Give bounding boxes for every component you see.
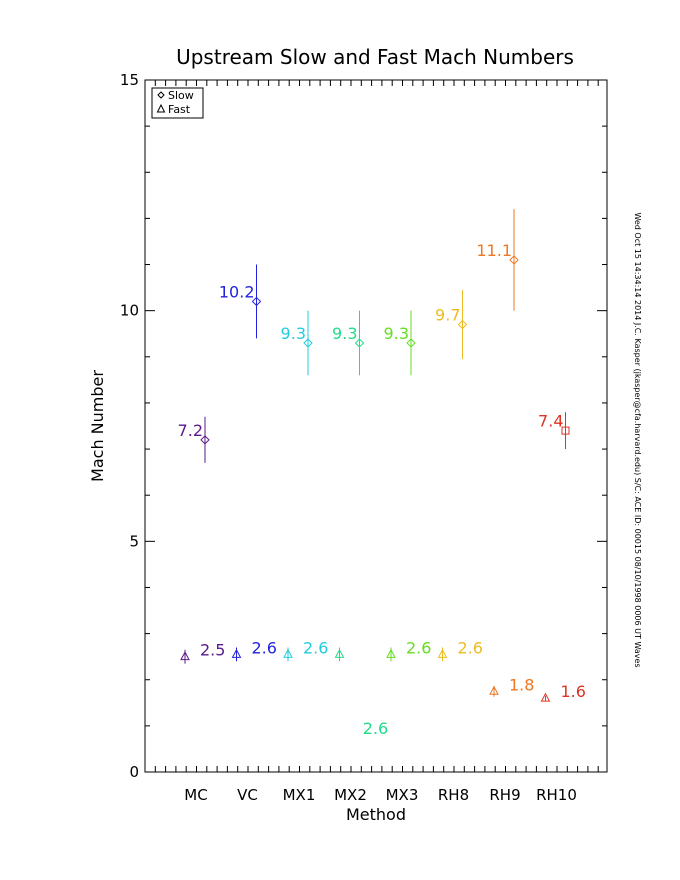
x-axis-label: Method — [346, 805, 406, 824]
x-tick-label: MX1 — [283, 786, 316, 804]
legend-fast-triangle-icon — [156, 103, 166, 113]
point-slow-rh8 — [457, 319, 468, 330]
point-slow-rh9 — [509, 255, 519, 265]
data-label-fast-vc: 2.6 — [252, 638, 277, 657]
point-slow-mx2 — [354, 338, 365, 348]
data-label-fast-mx1: 2.6 — [303, 638, 328, 657]
plot-frame — [144, 79, 608, 773]
data-label-slow-rh8: 9.7 — [435, 306, 460, 325]
series-marks: 7.2 10.2 9.3 9.3 9.3 9.7 11.1 7.4 2.5 2.6 2.6 2.6 2.… — [178, 209, 586, 738]
y-tick-label: 5 — [129, 532, 139, 550]
y-tick-label: 0 — [129, 763, 139, 781]
x-tick-label: VC — [237, 786, 258, 804]
point-fast-mx2 — [334, 648, 345, 658]
legend-slow-label: Slow — [168, 89, 194, 102]
data-label-slow-mc: 7.2 — [178, 421, 203, 440]
data-label-slow-mx2: 9.3 — [332, 324, 357, 343]
data-label-slow-rh9: 11.1 — [476, 241, 512, 260]
point-fast-rh9 — [489, 685, 499, 695]
point-fast-mc — [180, 651, 190, 661]
point-slow-mx3 — [406, 338, 416, 348]
data-label-fast-mx2: 2.6 — [363, 719, 388, 738]
x-tick-label: RH9 — [489, 786, 520, 804]
data-label-fast-rh9: 1.8 — [509, 675, 534, 694]
x-tick-label: RH8 — [438, 786, 469, 804]
data-label-slow-rh10: 7.4 — [538, 412, 563, 431]
point-fast-rh8 — [437, 648, 448, 658]
y-tick-label: 10 — [120, 302, 139, 320]
y-axis-label: Mach Number — [88, 370, 107, 482]
point-fast-vc — [231, 648, 242, 658]
legend-slow-diamond-icon — [157, 91, 165, 99]
chart-title: Upstream Slow and Fast Mach Numbers — [176, 45, 574, 69]
data-label-slow-mx3: 9.3 — [384, 324, 409, 343]
point-fast-rh10 — [540, 692, 551, 702]
y-tick-label: 15 — [120, 71, 139, 89]
legend: Slow Fast — [151, 87, 204, 119]
data-label-slow-vc: 10.2 — [219, 282, 255, 301]
x-tick-label: MX2 — [334, 786, 367, 804]
x-tick-label: MX3 — [386, 786, 419, 804]
data-label-fast-mx3: 2.6 — [406, 638, 431, 657]
x-tick-label: RH10 — [536, 786, 577, 804]
x-tick-label: MC — [184, 786, 207, 804]
data-label-fast-rh10: 1.6 — [561, 682, 586, 701]
point-slow-vc — [251, 296, 262, 307]
data-label-fast-rh8: 2.6 — [458, 638, 483, 657]
point-fast-mx3 — [386, 648, 396, 658]
point-slow-mx1 — [303, 338, 313, 348]
data-label-fast-mc: 2.5 — [200, 641, 225, 660]
legend-fast-label: Fast — [168, 103, 191, 116]
data-label-slow-mx1: 9.3 — [281, 324, 306, 343]
point-slow-rh10 — [561, 426, 570, 435]
side-annotation: Wed Oct 15 14:34:14 2014 J.C. Kasper (jk… — [633, 212, 642, 667]
point-slow-mc — [200, 435, 210, 445]
point-fast-mx1 — [283, 648, 293, 658]
y-axis: 0 5 10 15 — [120, 71, 607, 781]
x-axis: MC VC MX1 MX2 MX3 RH8 RH9 RH10 — [144, 80, 599, 804]
